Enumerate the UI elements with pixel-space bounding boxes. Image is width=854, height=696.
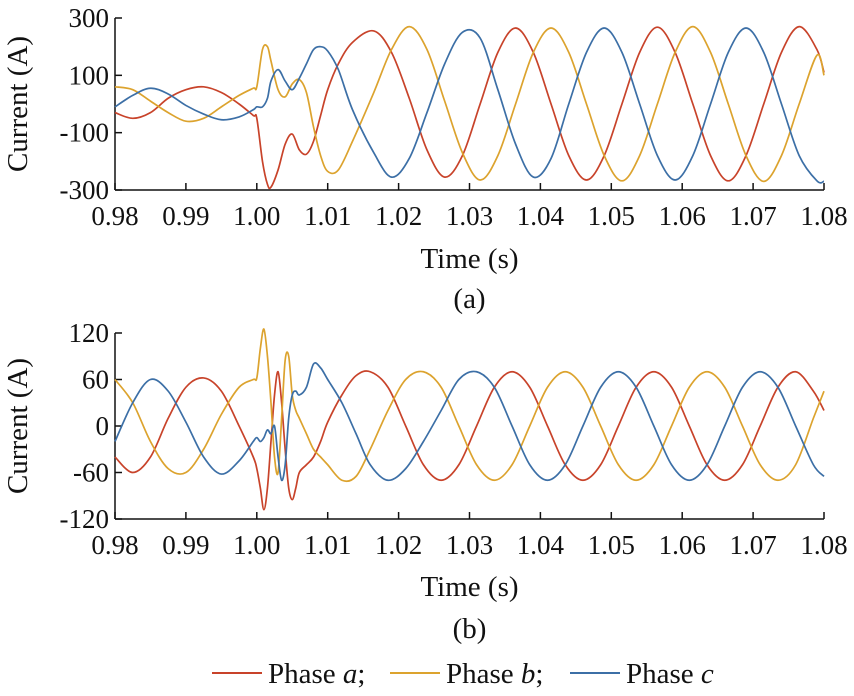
plot-lines <box>114 25 825 190</box>
x-tick-label: 1.07 <box>729 201 776 231</box>
x-tick-label: 1.03 <box>446 530 493 560</box>
legend-label: Phase a; <box>268 658 365 690</box>
series-line-phase-b <box>114 25 825 183</box>
panel-caption: (a) <box>453 283 485 315</box>
legend-item-phase-b: Phase b; <box>390 658 543 690</box>
x-tick-label: 1.08 <box>800 530 847 560</box>
x-tick-label: 1.06 <box>659 201 706 231</box>
y-tick-label: 120 <box>69 318 110 348</box>
x-tick-label: 1.02 <box>375 530 422 560</box>
x-tick-label: 1.01 <box>304 530 351 560</box>
panel-caption: (b) <box>453 613 487 645</box>
chart-panel-a: 300 100 -100 -300 0.98 0.99 1.00 1.01 1.02 1.03 1… <box>2 3 848 315</box>
y-axis-title: Current (A) <box>2 358 34 494</box>
y-tick-label: 0 <box>96 411 110 441</box>
x-tick-label: 1.08 <box>800 201 847 231</box>
legend-item-phase-a: Phase a; <box>212 658 365 690</box>
y-tick-label: -120 <box>60 504 110 534</box>
series-line-phase-a <box>114 370 825 511</box>
x-tick-label: 1.04 <box>517 201 565 231</box>
x-tick-label: 1.03 <box>446 201 493 231</box>
y-tick-label: -60 <box>73 458 109 488</box>
y-tick-label: 60 <box>82 365 109 395</box>
y-tick-label: -300 <box>60 175 110 205</box>
y-tick-label: 300 <box>69 3 110 33</box>
x-tick-group: 0.98 0.99 1.00 1.01 1.02 1.03 1.04 1.05 1.06 1.07… <box>91 183 848 231</box>
y-tick-label: 100 <box>69 60 110 90</box>
x-axis-title: Time (s) <box>420 571 518 603</box>
x-tick-label: 0.99 <box>162 201 209 231</box>
x-tick-label: 1.01 <box>304 201 351 231</box>
x-tick-label: 0.98 <box>91 201 138 231</box>
x-tick-label: 1.00 <box>233 530 280 560</box>
x-tick-label: 0.99 <box>162 530 209 560</box>
y-tick-group: 120 60 0 -60 -120 <box>60 318 122 534</box>
x-tick-label: 1.05 <box>588 530 635 560</box>
x-tick-label: 1.06 <box>659 530 706 560</box>
legend-label: Phase c <box>626 658 714 690</box>
chart-panel-b: 120 60 0 -60 -120 0.98 0.99 1.00 1.01 1.02 1.03 1.… <box>2 318 848 645</box>
series-line-phase-c <box>114 27 825 184</box>
y-tick-group: 300 100 -100 -300 <box>60 3 122 205</box>
legend-item-phase-c: Phase c <box>570 658 714 690</box>
legend: Phase a; Phase b; Phase c <box>212 658 714 690</box>
y-tick-label: -100 <box>60 118 110 148</box>
series-line-phase-c <box>114 362 825 482</box>
plot-lines <box>114 328 825 511</box>
y-axis-title: Current (A) <box>2 36 34 172</box>
x-tick-label: 1.02 <box>375 201 422 231</box>
x-tick-label: 0.98 <box>91 530 138 560</box>
series-line-phase-a <box>114 25 825 190</box>
x-tick-label: 1.00 <box>233 201 280 231</box>
series-line-phase-b <box>114 328 825 483</box>
x-tick-label: 1.04 <box>517 530 565 560</box>
x-tick-label: 1.05 <box>588 201 635 231</box>
x-tick-label: 1.07 <box>729 530 776 560</box>
x-tick-group: 0.98 0.99 1.00 1.01 1.02 1.03 1.04 1.05 1.06 1.07… <box>91 512 848 560</box>
x-axis-title: Time (s) <box>420 243 518 275</box>
legend-label: Phase b; <box>446 658 543 690</box>
